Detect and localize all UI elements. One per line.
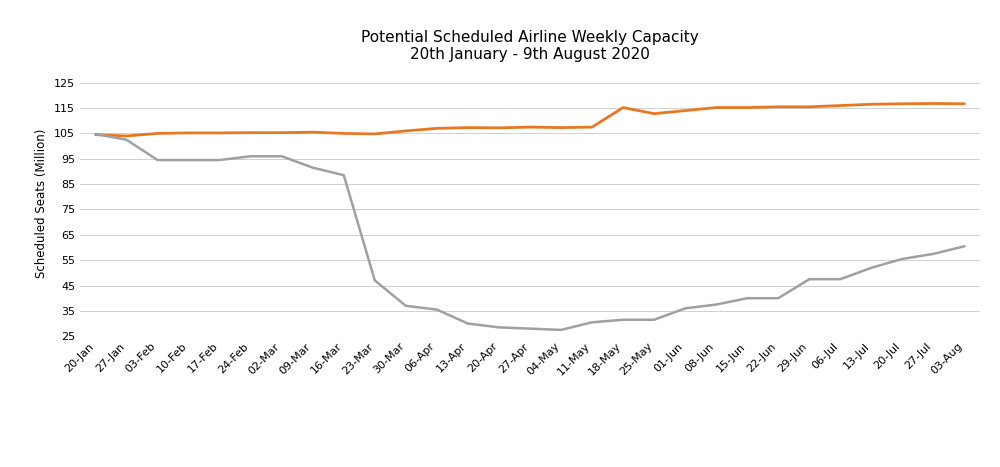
Title: Potential Scheduled Airline Weekly Capacity
20th January - 9th August 2020: Potential Scheduled Airline Weekly Capac… xyxy=(361,29,699,62)
Y-axis label: Scheduled Seats (Million): Scheduled Seats (Million) xyxy=(35,128,48,278)
